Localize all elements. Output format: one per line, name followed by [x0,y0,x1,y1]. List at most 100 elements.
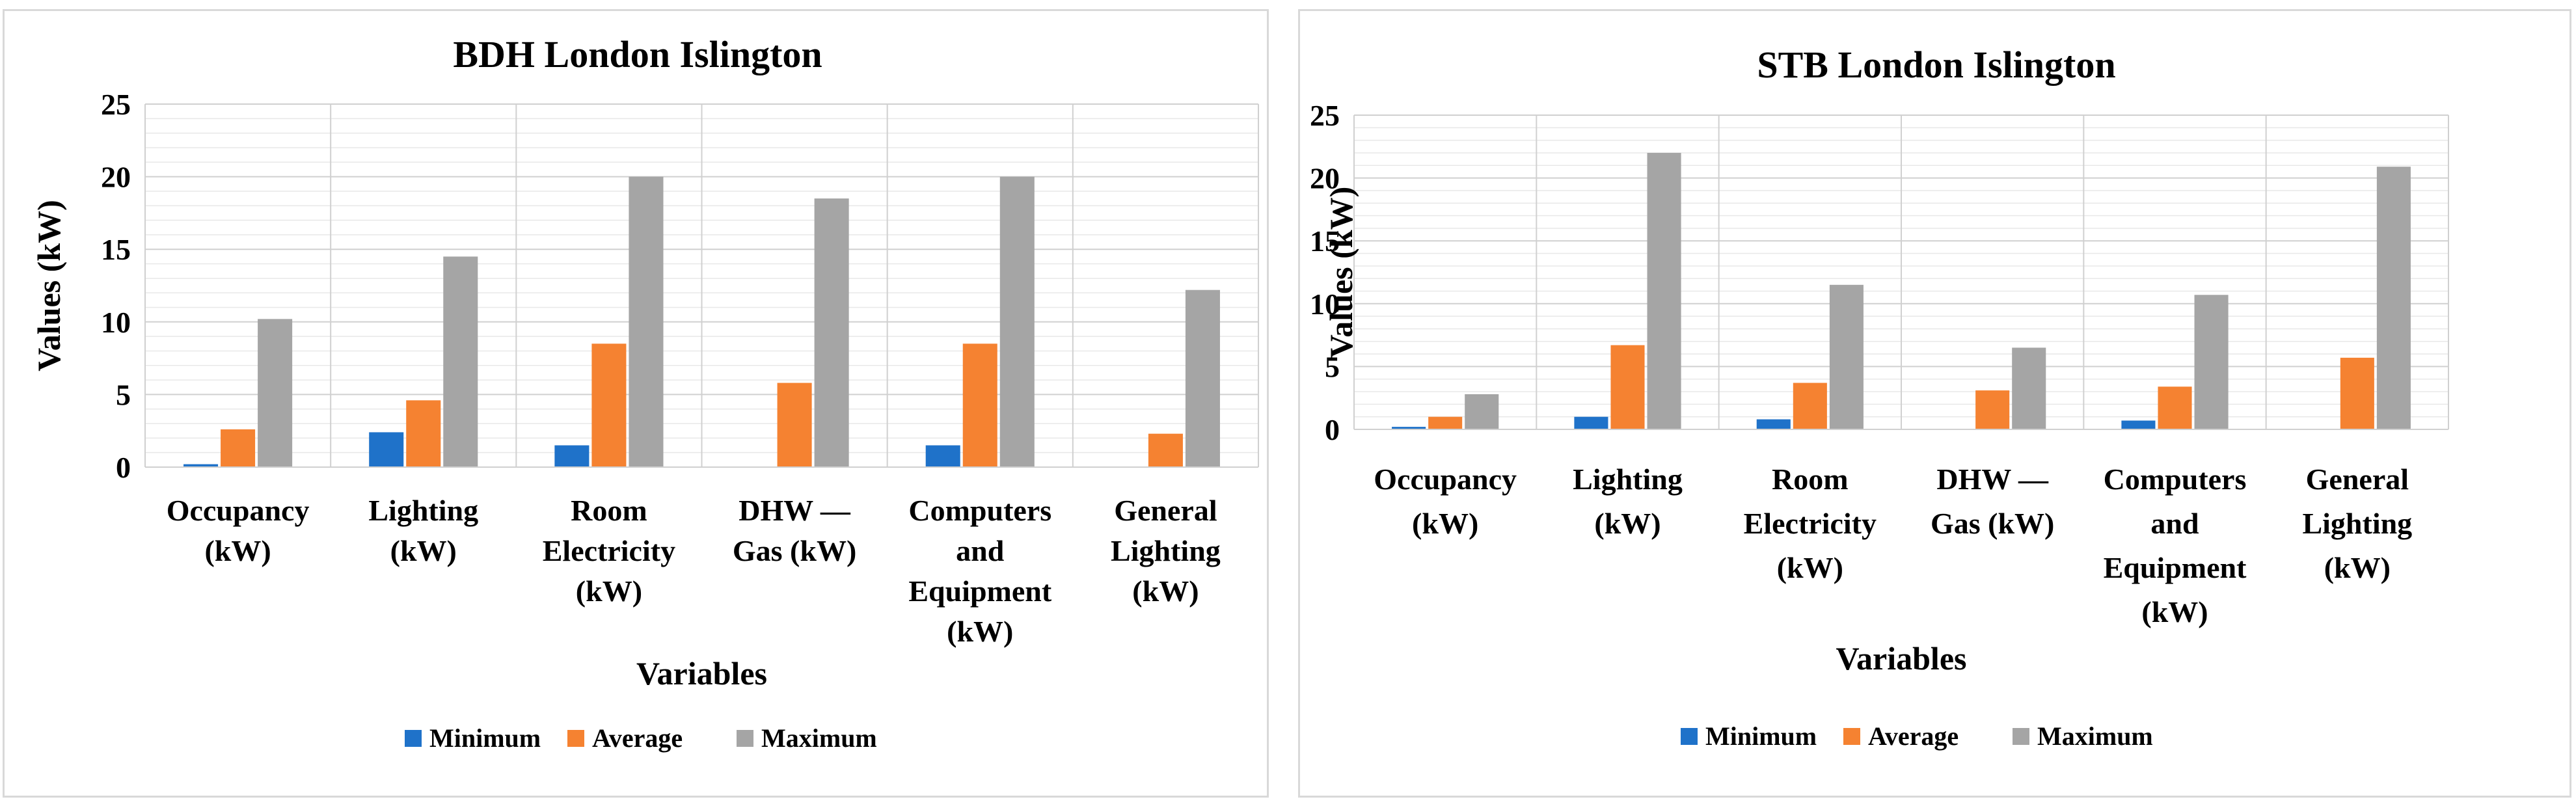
y-tick-label: 5 [116,378,131,411]
bar-minimum [1756,419,1791,429]
bar-average [1148,433,1183,467]
bar-minimum [1574,416,1608,429]
y-tick-label: 15 [1310,224,1340,258]
legend-label-maximum: Maximum [761,723,877,753]
x-axis-title: Variables [1836,640,1967,677]
y-tick-label: 5 [1325,350,1340,383]
bar-maximum [1185,290,1220,467]
legend-swatch-maximum [2013,728,2029,745]
bar-maximum [629,176,664,467]
x-category-label-line: Lighting [368,494,478,527]
y-tick-label: 25 [1310,99,1340,132]
x-category-label-line: (kW) [2324,551,2391,584]
bar-maximum [1647,152,1681,429]
bar-minimum [183,464,219,467]
y-tick-label: 20 [1310,162,1340,195]
bar-maximum [258,319,293,467]
bar-average [1428,416,1463,429]
bar-average [2340,357,2374,429]
x-category-label-line: (kW) [1594,507,1661,540]
legend: Minimum Average Maximum [1681,721,2153,751]
legend: Minimum Average Maximum [405,723,877,753]
chart-panel-bdh: BDH London Islington 0 5 10 15 20 25 Occupancy… [3,9,1269,798]
bar-average [221,429,256,467]
plot-area [1353,114,2449,430]
x-category-label-line: DHW — [739,494,851,527]
x-category-label-line: DHW — [1936,463,2049,496]
x-axis-title: Variables [636,655,767,692]
x-category-label-line: Lighting [2302,507,2412,540]
x-category-label: Occupancy (kW) [167,494,310,567]
x-category-label: General Lighting (kW) [2302,463,2412,584]
bar-maximum [1465,394,1499,429]
x-category-label-line: General [2306,463,2409,496]
bar-average [1793,383,1827,429]
bar-maximum [1829,284,1864,429]
x-category-label-line: Computers [908,494,1051,527]
x-category-label-line: Electricity [543,534,675,567]
legend-swatch-minimum [1681,728,1698,745]
x-category-label: Lighting (kW) [368,494,478,567]
bar-minimum [925,445,960,467]
bar-average [962,343,997,467]
bar-maximum [443,256,478,467]
x-category-label-line: (kW) [1412,507,1478,540]
plot-area [144,103,1259,468]
legend-label-average: Average [1868,721,1959,751]
x-category-label-line: Equipment [2104,551,2247,584]
bar-maximum [999,176,1035,467]
legend-swatch-minimum [405,730,422,747]
bar-average [1975,390,2010,429]
y-axis-title: Values (kW) [31,200,67,371]
bar-minimum [369,432,404,467]
x-category-label: Computers and Equipment (kW) [2104,463,2247,628]
y-tick-label: 10 [101,306,131,339]
x-category-label-line: (kW) [1777,551,1843,584]
legend-swatch-average [1843,728,1860,745]
legend-swatch-average [567,730,584,747]
bar-minimum [2121,420,2156,429]
chart-panel-stb: STB London Islington 0 5 10 15 20 25 Occupancy… [1298,9,2571,798]
bar-maximum [2376,167,2411,429]
x-category-label: DHW — Gas (kW) [1931,463,2054,540]
legend-label-maximum: Maximum [2037,721,2153,751]
legend-label-minimum: Minimum [1705,721,1817,751]
x-category-label-line: (kW) [204,534,271,567]
chart-title: STB London Islington [1757,44,2115,86]
x-category-label-line: (kW) [390,534,457,567]
x-category-label-line: Electricity [1744,507,1877,540]
x-category-label: Occupancy (kW) [1374,463,1517,540]
bar-average [1610,345,1645,429]
y-tick-label: 15 [101,233,131,266]
y-tick-label: 10 [1310,288,1340,321]
bar-maximum [814,198,849,467]
y-tick-label: 0 [116,451,131,484]
x-category-label-line: Computers [2104,463,2247,496]
x-category-label-line: Gas (kW) [1931,507,2054,540]
x-category-label-line: Occupancy [1374,463,1517,496]
bar-average [777,383,812,467]
bar-average [2158,386,2192,429]
bar-maximum [2194,295,2229,429]
x-category-label: Room Electricity (kW) [543,494,675,608]
x-category-label: Computers and Equipment (kW) [908,494,1052,648]
bar-maximum [2012,347,2046,429]
x-category-label: General Lighting (kW) [1111,494,1221,608]
legend-label-minimum: Minimum [429,723,541,753]
x-category-label-line: Equipment [908,574,1052,608]
x-category-label-line: Room [1772,463,1849,496]
y-tick-label: 25 [101,88,131,121]
x-category-label-line: Gas (kW) [733,534,856,567]
x-category-label: DHW — Gas (kW) [733,494,856,567]
legend-label-average: Average [592,723,683,753]
x-category-label-line: Occupancy [167,494,310,527]
x-category-label-line: (kW) [947,615,1013,648]
bar-minimum [1392,427,1426,429]
chart-stb-london-islington: STB London Islington 0 5 10 15 20 25 Occupancy… [1310,44,2449,751]
legend-swatch-maximum [737,730,753,747]
y-tick-label: 20 [101,161,131,194]
x-category-label-line: (kW) [1132,574,1199,608]
x-category-label-line: General [1114,494,1217,527]
x-category-label-line: and [956,534,1005,567]
bar-minimum [554,445,590,467]
